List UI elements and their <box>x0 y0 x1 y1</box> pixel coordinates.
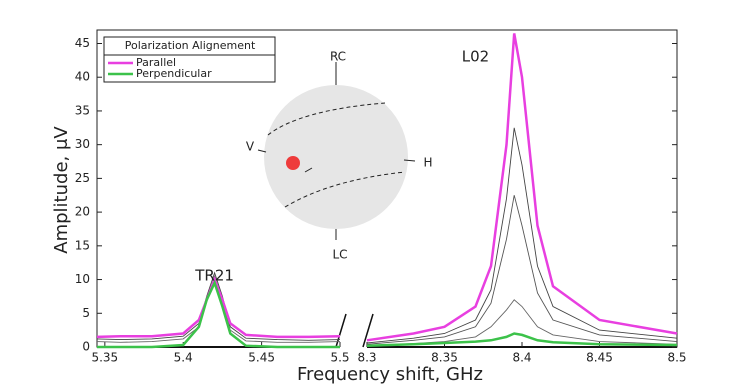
x-tick-label: 5.5 <box>330 351 349 365</box>
sphere-curve <box>267 102 386 136</box>
inset-label: H <box>423 156 432 170</box>
x-tick-label: 5.4 <box>174 351 193 365</box>
x-axis-title: Frequency shift, GHz <box>297 364 483 385</box>
legend-label: Parallel <box>136 56 176 69</box>
y-tick-label: 35 <box>75 103 90 117</box>
legend-label: Perpendicular <box>136 67 212 80</box>
x-tick-label: 5.35 <box>91 351 118 365</box>
axis-break-gap <box>338 340 368 352</box>
y-tick-label: 0 <box>82 340 90 354</box>
series-line <box>366 33 678 342</box>
sphere-curve <box>284 171 406 208</box>
legend-title: Polarization Alignement <box>125 39 256 52</box>
annotation: L02 <box>462 47 489 65</box>
y-tick-label: 5 <box>82 306 90 320</box>
series-line <box>96 271 341 341</box>
axis-break <box>362 313 374 348</box>
y-tick-label: 25 <box>75 171 90 185</box>
axis-stub <box>304 167 313 173</box>
series-line <box>96 276 341 339</box>
x-tick-label: 8.5 <box>667 351 686 365</box>
annotation: TR21 <box>194 267 234 285</box>
inset-label: RC <box>330 50 346 64</box>
sphere-inset: RC LC V H <box>246 50 433 262</box>
y-tick-label: 20 <box>75 205 90 219</box>
series-line <box>366 332 678 347</box>
legend: Polarization Alignement ParallelPerpendic… <box>103 36 276 83</box>
x-tick-label: 5.45 <box>248 351 275 365</box>
axis-stub <box>257 149 267 153</box>
series-line <box>366 127 678 344</box>
inset-label: LC <box>332 248 347 262</box>
x-tick-label: 8.4 <box>512 351 531 365</box>
series-line <box>97 279 340 349</box>
sphere <box>264 85 408 229</box>
y-tick-label: 30 <box>75 137 90 151</box>
y-tick-label: 40 <box>75 70 90 84</box>
polarization-dot <box>286 156 300 170</box>
x-tick-label: 8.45 <box>586 351 613 365</box>
y-axis-title: Amplitude, μV <box>51 126 72 254</box>
axis-stub <box>403 159 416 162</box>
inset-label: V <box>246 140 255 154</box>
y-tick-label: 45 <box>75 36 90 50</box>
series-line <box>366 195 678 345</box>
y-tick-label: 10 <box>75 272 90 286</box>
series-line <box>366 299 678 347</box>
x-tick-label: 8.35 <box>431 351 458 365</box>
y-tick-label: 15 <box>75 238 90 252</box>
x-tick-label: 8.3 <box>357 351 376 365</box>
